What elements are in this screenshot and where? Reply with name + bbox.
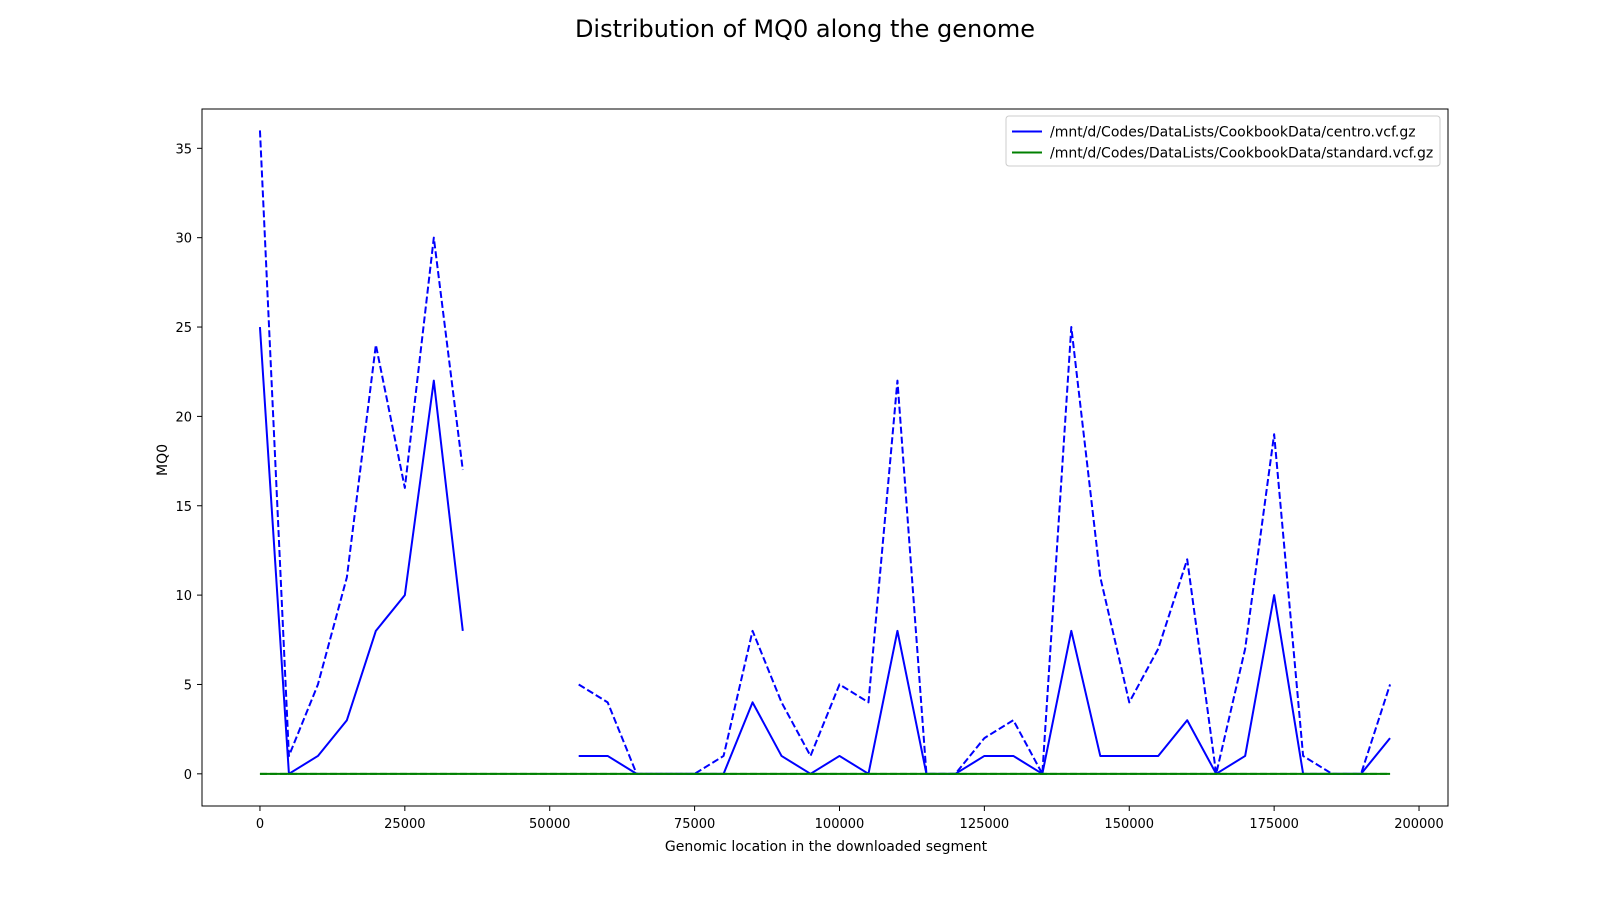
x-tick-label: 50000 [529,817,570,832]
y-axis-label: MQ0 [155,444,171,476]
y-tick-label: 0 [184,768,192,783]
x-tick-label: 125000 [960,817,1010,832]
y-tick-label: 30 [175,232,192,247]
x-tick-label: 100000 [815,817,865,832]
y-tick-label: 35 [175,142,192,157]
legend-box [1005,115,1441,167]
y-tick-label: 5 [184,678,192,693]
x-axis: 0 25000 50000 75000 100000 125000 150000 175000… [256,806,1444,832]
series-line [578,594,1391,775]
y-tick-label: 25 [175,321,192,336]
x-tick-label: 25000 [384,817,425,832]
y-tick-label: 15 [175,500,192,515]
series-1-dashed [258,130,1392,775]
legend: /mnt/d/Codes/DataLists/CookbookData/cent… [1005,115,1441,167]
y-tick-label: 10 [175,589,192,604]
plot-frame [201,108,1449,807]
y-axis: 0 5 10 15 20 25 30 35 [175,142,202,783]
plot-area [258,130,1392,775]
x-axis-label: Genomic location in the downloaded segme… [665,839,988,855]
series-line [578,326,1392,775]
legend-entry: /mnt/d/Codes/DataLists/CookbookData/cent… [1050,125,1416,141]
series-0-solid [258,326,1391,775]
x-tick-label: 150000 [1104,817,1154,832]
x-tick-label: 200000 [1394,817,1444,832]
x-tick-label: 175000 [1249,817,1299,832]
legend-entry: /mnt/d/Codes/DataLists/CookbookData/stan… [1050,146,1433,162]
series-line [258,130,464,757]
x-tick-label: 75000 [674,817,715,832]
y-tick-label: 20 [175,410,192,425]
chart-title: Distribution of MQ0 along the genome [575,15,1035,43]
x-tick-label: 0 [256,817,264,832]
series-line [258,326,464,775]
